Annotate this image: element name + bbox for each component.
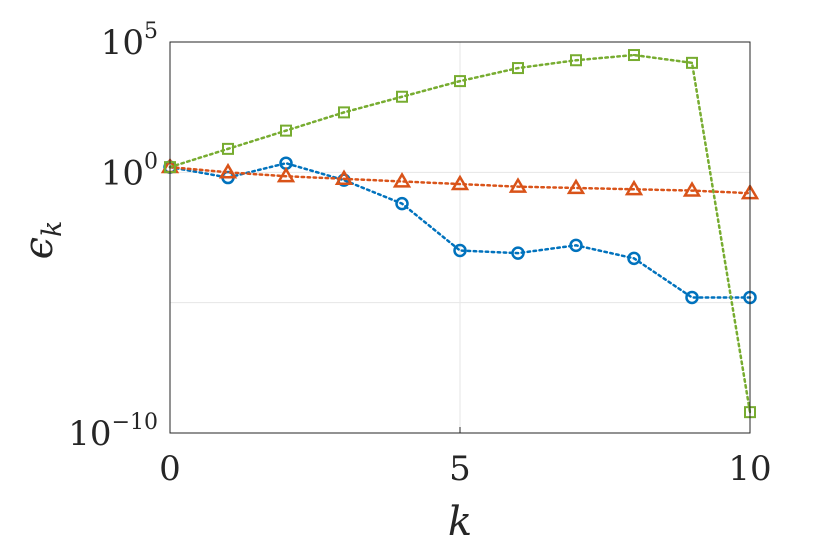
- data-point-square: [570, 54, 582, 67]
- data-point-square: [454, 75, 466, 88]
- data-point-triangle: [392, 171, 412, 188]
- data-point-square-dot: [575, 59, 577, 62]
- data-point-square-dot: [517, 67, 519, 70]
- data-point-square: [338, 106, 350, 119]
- data-point-square: [628, 49, 640, 62]
- y-tick-exponent: 5: [144, 19, 158, 44]
- data-point-triangle: [566, 178, 586, 195]
- data-point-triangle: [334, 169, 354, 185]
- series-line: [168, 165, 752, 195]
- data-point-square-dot: [285, 129, 287, 132]
- y-tick-exponent: −10: [112, 410, 158, 435]
- data-point-circle: [569, 238, 583, 253]
- data-point-triangle: [624, 179, 644, 196]
- data-point-square-dot: [633, 54, 635, 57]
- data-point-circle: [395, 196, 409, 211]
- data-point-square-dot: [691, 61, 693, 64]
- y-axis-label-subscript: k: [37, 221, 68, 237]
- x-tick-label: 10: [728, 449, 771, 489]
- svg-text:ϵk: ϵk: [16, 221, 68, 260]
- y-tick-exponent: 0: [144, 149, 158, 174]
- series-layer: [160, 49, 760, 419]
- x-axis-label: k: [448, 499, 472, 545]
- data-point-square: [396, 90, 408, 103]
- y-tick-base: 10: [68, 414, 111, 454]
- data-point-circle: [511, 246, 525, 260]
- y-tick-label: 100: [101, 149, 158, 193]
- y-axis-label: ϵk: [16, 221, 68, 260]
- data-point-triangle: [682, 181, 702, 197]
- x-tick-labels: 0 5 10: [159, 449, 771, 489]
- x-tick-label: 0: [159, 449, 181, 489]
- data-point-square: [512, 62, 524, 75]
- data-point-square: [280, 124, 292, 137]
- y-tick-label: 10−10: [68, 410, 158, 454]
- data-point-square-dot: [401, 95, 403, 98]
- data-point-circle: [453, 243, 467, 258]
- y-axis-label-symbol: ϵ: [16, 237, 62, 259]
- data-point-circle: [627, 251, 641, 266]
- y-tick-label: 105: [101, 19, 158, 63]
- data-point-triangle: [218, 162, 238, 179]
- y-tick-base: 10: [101, 153, 144, 193]
- series-line: [168, 161, 752, 299]
- data-point-circle: [685, 290, 699, 305]
- data-point-square: [686, 56, 698, 69]
- data-point-triangle: [276, 166, 296, 183]
- x-tick-label: 5: [449, 449, 471, 489]
- data-point-square-dot: [343, 111, 345, 114]
- data-point-square: [222, 142, 234, 155]
- data-point-square-dot: [227, 147, 229, 150]
- plot-frame: [169, 41, 751, 434]
- y-tick-base: 10: [101, 23, 144, 63]
- data-point-square-dot: [459, 80, 461, 83]
- data-point-triangle: [450, 174, 470, 191]
- data-point-triangle: [508, 177, 528, 193]
